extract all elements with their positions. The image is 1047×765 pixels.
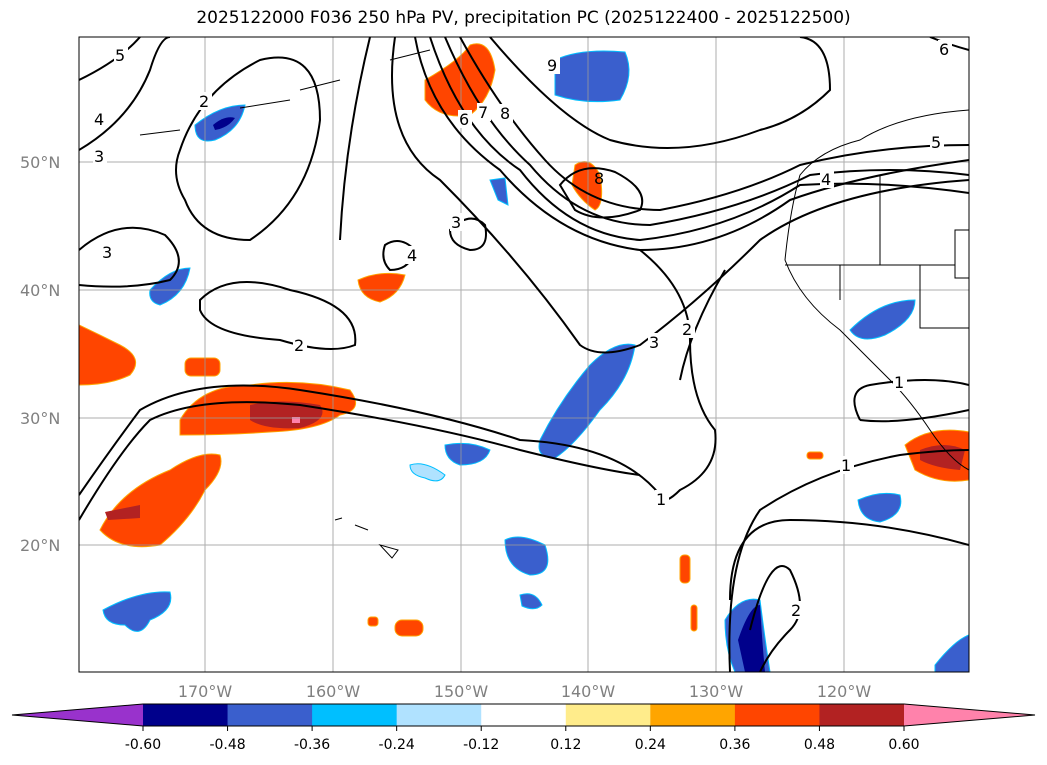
precip-positive xyxy=(184,357,221,377)
precip-negative xyxy=(504,536,549,576)
contour-label: 1 xyxy=(894,373,904,392)
precip-negative xyxy=(149,267,191,306)
contour-label: 1 xyxy=(841,456,851,475)
precip-negative xyxy=(489,177,509,206)
colorbar: -0.60 -0.48 -0.36 -0.24 -0.12 0.12 0.24 0.36 0.4… xyxy=(11,703,1036,753)
precip-negative-core xyxy=(738,605,765,672)
contour-label: 6 xyxy=(459,110,469,129)
lon-tick: 130°W xyxy=(689,682,744,701)
precip-negative xyxy=(554,50,630,103)
contour-label: 1 xyxy=(656,490,666,509)
contour-label: 5 xyxy=(115,46,125,65)
precip-max xyxy=(292,417,300,423)
coastlines xyxy=(139,49,969,559)
contour-label: 2 xyxy=(294,336,304,355)
lon-tick: 170°W xyxy=(178,682,233,701)
precip-negative xyxy=(409,463,446,482)
contour-label: 6 xyxy=(939,40,949,59)
colorbar-tick-label: 0.60 xyxy=(888,737,919,753)
lon-tick-labels: 170°W 160°W 150°W 140°W 130°W 120°W xyxy=(178,682,872,701)
contour-label: 8 xyxy=(594,169,604,188)
precip-positive xyxy=(394,619,424,637)
precip-negative xyxy=(444,442,491,466)
colorbar-segment xyxy=(819,704,905,726)
precip-positive xyxy=(806,451,824,460)
precip-positive xyxy=(690,604,698,632)
precip-negative xyxy=(857,492,902,523)
contour-label: 3 xyxy=(102,243,112,262)
lat-tick: 20°N xyxy=(20,536,60,555)
contour-label: 2 xyxy=(791,601,801,620)
colorbar-segment xyxy=(481,704,567,726)
precip-fields xyxy=(79,43,969,672)
lon-tick: 150°W xyxy=(434,682,489,701)
lon-tick: 120°W xyxy=(817,682,872,701)
contour-label: 9 xyxy=(547,56,557,75)
colorbar-segment xyxy=(227,704,313,726)
lat-tick: 50°N xyxy=(20,153,60,172)
precip-positive xyxy=(679,554,691,584)
colorbar-tick-label: -0.12 xyxy=(463,737,499,753)
colorbar-tick-label: -0.60 xyxy=(125,737,161,753)
contour-label: 4 xyxy=(821,170,831,189)
contour-label: 4 xyxy=(94,110,104,129)
contour-label: 2 xyxy=(199,92,209,111)
colorbar-extend-high xyxy=(904,704,1035,726)
colorbar-tick-label: 0.48 xyxy=(804,737,835,753)
precip-positive xyxy=(424,43,496,117)
colorbar-segment xyxy=(734,704,820,726)
colorbar-segment xyxy=(312,704,398,726)
lon-tick: 140°W xyxy=(561,682,616,701)
colorbar-tick-label: 0.12 xyxy=(550,737,581,753)
lat-tick-labels: 50°N 40°N 30°N 20°N xyxy=(20,153,60,555)
colorbar-segment xyxy=(143,704,229,726)
chart-title: 2025122000 F036 250 hPa PV, precipitatio… xyxy=(196,8,851,28)
contour-label: 3 xyxy=(649,333,659,352)
precip-negative xyxy=(519,593,543,610)
graticule xyxy=(79,37,969,672)
precip-positive xyxy=(367,616,379,627)
pv-contours xyxy=(79,37,969,672)
lat-tick: 40°N xyxy=(20,281,60,300)
precip-negative xyxy=(538,343,636,459)
colorbar-segment xyxy=(565,704,651,726)
lat-tick: 30°N xyxy=(20,409,60,428)
colorbar-tick-label: -0.48 xyxy=(209,737,245,753)
contour-label: 3 xyxy=(94,147,104,166)
contour-label: 5 xyxy=(931,133,941,152)
colorbar-extend-low xyxy=(12,704,143,726)
precip-positive xyxy=(79,324,137,386)
colorbar-segment xyxy=(650,704,736,726)
precip-negative xyxy=(934,634,969,672)
precip-positive xyxy=(357,272,406,303)
precip-negative-core xyxy=(213,117,235,130)
colorbar-tick-label: 0.24 xyxy=(635,737,666,753)
colorbar-tick-label: -0.24 xyxy=(379,737,415,753)
pv-contour-labels: 5 4 3 2 3 2 9 6 7 8 8 3 4 3 2 1 1 1 2 5 … xyxy=(93,40,952,620)
precip-negative xyxy=(849,299,916,340)
colorbar-segment xyxy=(396,704,482,726)
precip-negative xyxy=(102,591,172,632)
contour-label: 8 xyxy=(500,104,510,123)
colorbar-tick-label: 0.36 xyxy=(719,737,750,753)
contour-label: 2 xyxy=(682,320,692,339)
precip-positive-core xyxy=(250,401,323,429)
map-frame xyxy=(78,36,970,673)
lon-tick: 160°W xyxy=(306,682,361,701)
colorbar-tick-label: -0.36 xyxy=(294,737,330,753)
contour-label: 7 xyxy=(478,103,488,122)
precip-positive xyxy=(99,453,222,548)
precip-positive-core xyxy=(105,505,140,520)
precip-positive xyxy=(571,161,603,211)
contour-label: 3 xyxy=(451,213,461,232)
contour-label: 4 xyxy=(407,246,417,265)
